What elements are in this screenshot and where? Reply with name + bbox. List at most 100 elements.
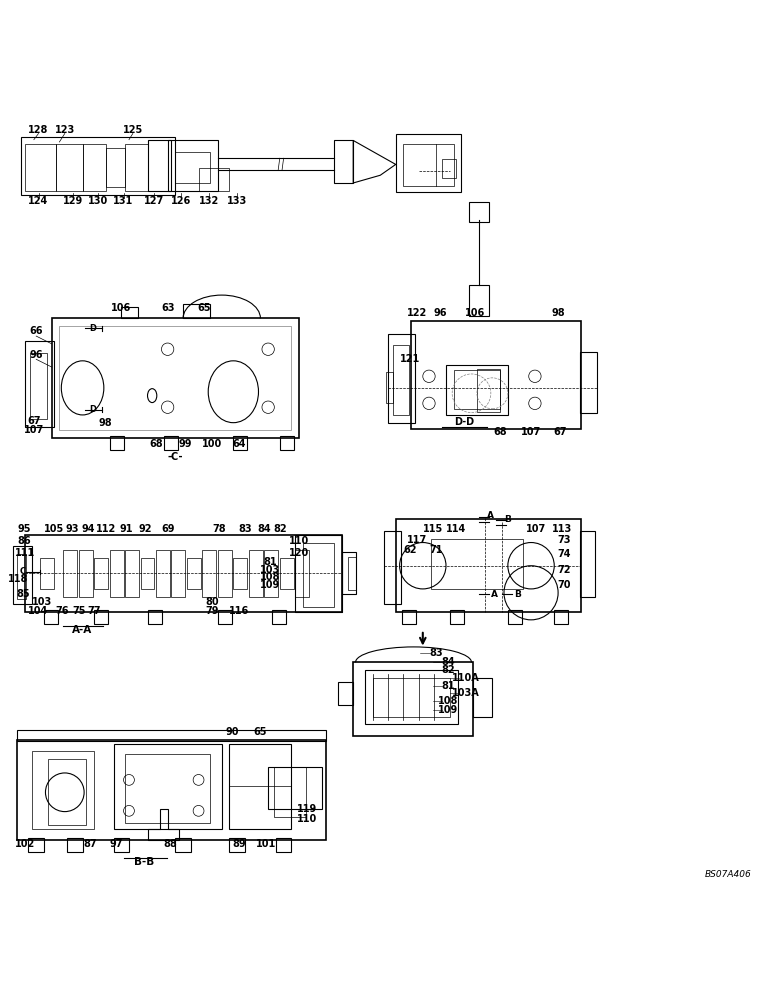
Bar	[113, 838, 129, 852]
Text: 98: 98	[99, 418, 113, 428]
Text: 127: 127	[144, 196, 165, 206]
Bar	[17, 740, 326, 840]
Bar	[268, 767, 322, 809]
Text: 87: 87	[84, 839, 97, 849]
Text: 84: 84	[442, 657, 455, 667]
Bar	[280, 558, 293, 589]
Bar	[554, 610, 568, 624]
Text: 79: 79	[205, 606, 219, 616]
Text: BS07A406: BS07A406	[705, 870, 751, 879]
Bar	[48, 759, 86, 825]
Text: 91: 91	[120, 524, 133, 534]
Bar	[17, 730, 326, 741]
Text: 65: 65	[254, 727, 267, 737]
Text: 124: 124	[29, 196, 49, 206]
Bar	[473, 678, 493, 717]
Text: 111: 111	[15, 548, 35, 558]
Bar	[402, 610, 416, 624]
Bar	[230, 744, 291, 829]
Text: 76: 76	[55, 606, 68, 616]
Bar	[353, 662, 473, 736]
Bar	[148, 140, 171, 191]
Bar	[140, 558, 154, 589]
Text: 108: 108	[260, 572, 281, 582]
Text: 116: 116	[230, 606, 250, 616]
Text: 93: 93	[66, 524, 79, 534]
Text: 90: 90	[225, 727, 238, 737]
Text: 68: 68	[149, 439, 163, 449]
Bar	[125, 754, 210, 823]
Text: 117: 117	[407, 535, 428, 545]
Bar	[348, 557, 355, 590]
Text: 121: 121	[400, 354, 420, 364]
Text: 97: 97	[109, 839, 123, 849]
Bar	[183, 304, 210, 318]
Text: 85: 85	[16, 589, 29, 599]
Bar	[125, 550, 139, 597]
Bar	[303, 543, 334, 607]
Bar	[17, 554, 26, 599]
Text: B: B	[504, 515, 511, 524]
Text: D-D: D-D	[454, 417, 474, 427]
Text: 88: 88	[163, 839, 177, 849]
Text: 120: 120	[289, 548, 309, 558]
Text: 107: 107	[521, 427, 541, 437]
Bar	[64, 550, 77, 597]
Text: 106: 106	[111, 303, 131, 313]
Text: 86: 86	[18, 536, 31, 546]
Bar	[469, 285, 489, 316]
Text: 65: 65	[197, 303, 211, 313]
Text: 73: 73	[557, 535, 571, 545]
Text: 128: 128	[28, 125, 49, 135]
Text: 63: 63	[161, 303, 175, 313]
Bar	[109, 550, 123, 597]
Bar	[442, 159, 456, 178]
Text: 113: 113	[552, 524, 572, 534]
Text: 67: 67	[553, 427, 566, 437]
Bar	[113, 744, 222, 829]
Text: 114: 114	[446, 524, 466, 534]
Bar	[125, 144, 148, 191]
Bar	[67, 838, 82, 852]
Bar	[454, 370, 500, 409]
Text: 96: 96	[29, 350, 43, 360]
Bar	[372, 678, 450, 717]
Bar	[29, 838, 44, 852]
Bar	[274, 767, 306, 817]
Bar	[13, 546, 33, 604]
Bar	[249, 550, 263, 597]
Bar	[121, 307, 138, 318]
Text: -C-: -C-	[168, 452, 183, 462]
Text: 118: 118	[9, 574, 29, 584]
Text: 107: 107	[24, 425, 44, 435]
Bar	[106, 148, 125, 187]
Text: 105: 105	[43, 524, 64, 534]
Text: 125: 125	[123, 125, 143, 135]
Text: 131: 131	[113, 196, 133, 206]
Bar	[156, 550, 170, 597]
Text: 95: 95	[18, 524, 31, 534]
Bar	[384, 531, 401, 604]
Bar	[295, 535, 341, 612]
Bar	[175, 152, 210, 183]
Bar	[280, 436, 293, 450]
Bar	[365, 670, 458, 724]
Text: A: A	[491, 590, 498, 599]
Text: 132: 132	[199, 196, 219, 206]
Bar	[234, 436, 248, 450]
Bar	[508, 610, 521, 624]
Text: 115: 115	[423, 524, 443, 534]
Bar	[25, 535, 341, 612]
Text: 110: 110	[289, 536, 309, 546]
Text: 103: 103	[260, 565, 281, 575]
Text: 84: 84	[258, 524, 271, 534]
Text: 92: 92	[138, 524, 152, 534]
Bar	[218, 610, 232, 624]
Bar	[40, 558, 54, 589]
Text: 130: 130	[88, 196, 108, 206]
Text: 109: 109	[260, 580, 281, 590]
Text: 96: 96	[434, 308, 447, 318]
Bar	[25, 341, 54, 427]
Text: B: B	[514, 590, 521, 599]
Bar	[21, 137, 175, 195]
